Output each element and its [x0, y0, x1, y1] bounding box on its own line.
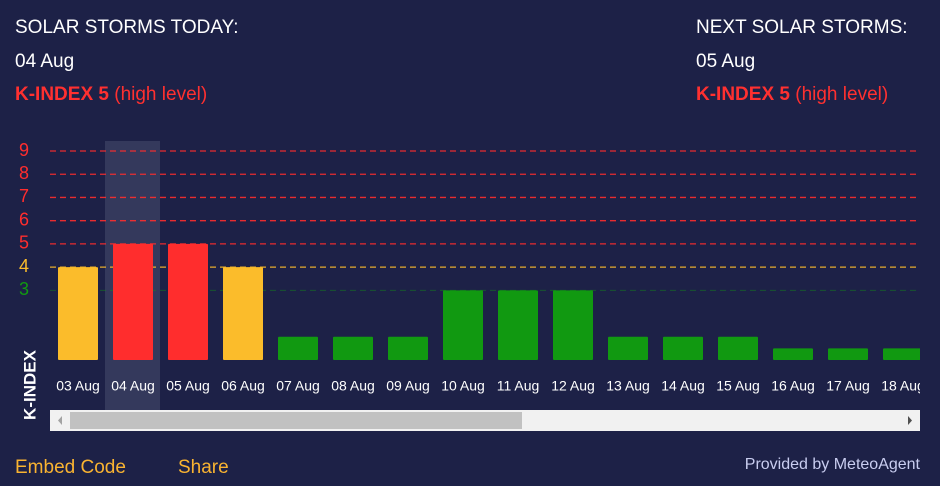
next-level: (high level) [795, 84, 889, 105]
y-axis-label: K-INDEX [20, 349, 39, 420]
x-tick-label: 17 Aug [826, 378, 870, 394]
bar [388, 336, 428, 360]
today-index: K-INDEX 5 [15, 84, 109, 105]
x-tick-label: 12 Aug [551, 378, 595, 394]
x-tick-label: 14 Aug [661, 378, 705, 394]
x-tick-label: 03 Aug [56, 378, 100, 394]
x-tick-label: 05 Aug [166, 378, 210, 394]
y-tick-label: 3 [19, 279, 29, 299]
bar [498, 290, 538, 360]
chart: 03 Aug 04 Aug 05 Aug 06 Aug 07 Aug 08 Aug 09 A… [19, 140, 925, 431]
x-tick-label: 10 Aug [441, 378, 485, 394]
bar [113, 243, 153, 360]
y-tick-label: 9 [19, 140, 29, 160]
bar [608, 336, 648, 360]
x-tick-label: 18 Aug [881, 378, 925, 394]
x-tick-label: 11 Aug [497, 378, 540, 394]
scroll-left[interactable] [58, 416, 62, 425]
next-date: 05 Aug [696, 51, 756, 72]
x-tick-label: 06 Aug [221, 378, 265, 394]
bar [883, 348, 920, 360]
y-tick-label: 6 [19, 209, 29, 229]
scroll-right[interactable] [908, 416, 912, 425]
y-tick-label: 7 [19, 186, 29, 206]
bar [278, 336, 318, 360]
bar [718, 336, 758, 360]
bar [553, 290, 593, 360]
y-tick-label: 8 [19, 163, 29, 183]
next-index: K-INDEX 5 [696, 84, 790, 105]
bar [443, 290, 483, 360]
x-tick-label: 16 Aug [771, 378, 815, 394]
bar [168, 243, 208, 360]
bar [333, 336, 373, 360]
today-title: SOLAR STORMS TODAY: [15, 17, 239, 38]
x-tick-label: 04 Aug [111, 378, 155, 394]
x-tick-label: 09 Aug [386, 378, 430, 394]
embed-link[interactable]: Embed Code [15, 457, 126, 478]
y-tick-label: 4 [19, 256, 29, 276]
bar [58, 267, 98, 360]
x-tick-label: 08 Aug [331, 378, 375, 394]
x-tick-label: 13 Aug [606, 378, 650, 394]
bar [223, 267, 263, 360]
today-level: (high level) [114, 84, 208, 105]
provider: Provided by MeteoAgent [744, 456, 920, 473]
scroll-thumb[interactable] [70, 412, 522, 429]
today-date: 04 Aug [15, 51, 75, 72]
next-index-line: K-INDEX 5 (high level) [696, 84, 888, 106]
share-link[interactable]: Share [178, 457, 229, 478]
x-tick-label: 15 Aug [716, 378, 760, 394]
bar [828, 348, 868, 360]
x-tick-label: 07 Aug [276, 378, 320, 394]
today-index-line: K-INDEX 5 (high level) [15, 84, 207, 106]
next-title: NEXT SOLAR STORMS: [696, 17, 908, 38]
y-tick-label: 5 [19, 233, 29, 253]
bar [663, 336, 703, 360]
bar [773, 348, 813, 360]
